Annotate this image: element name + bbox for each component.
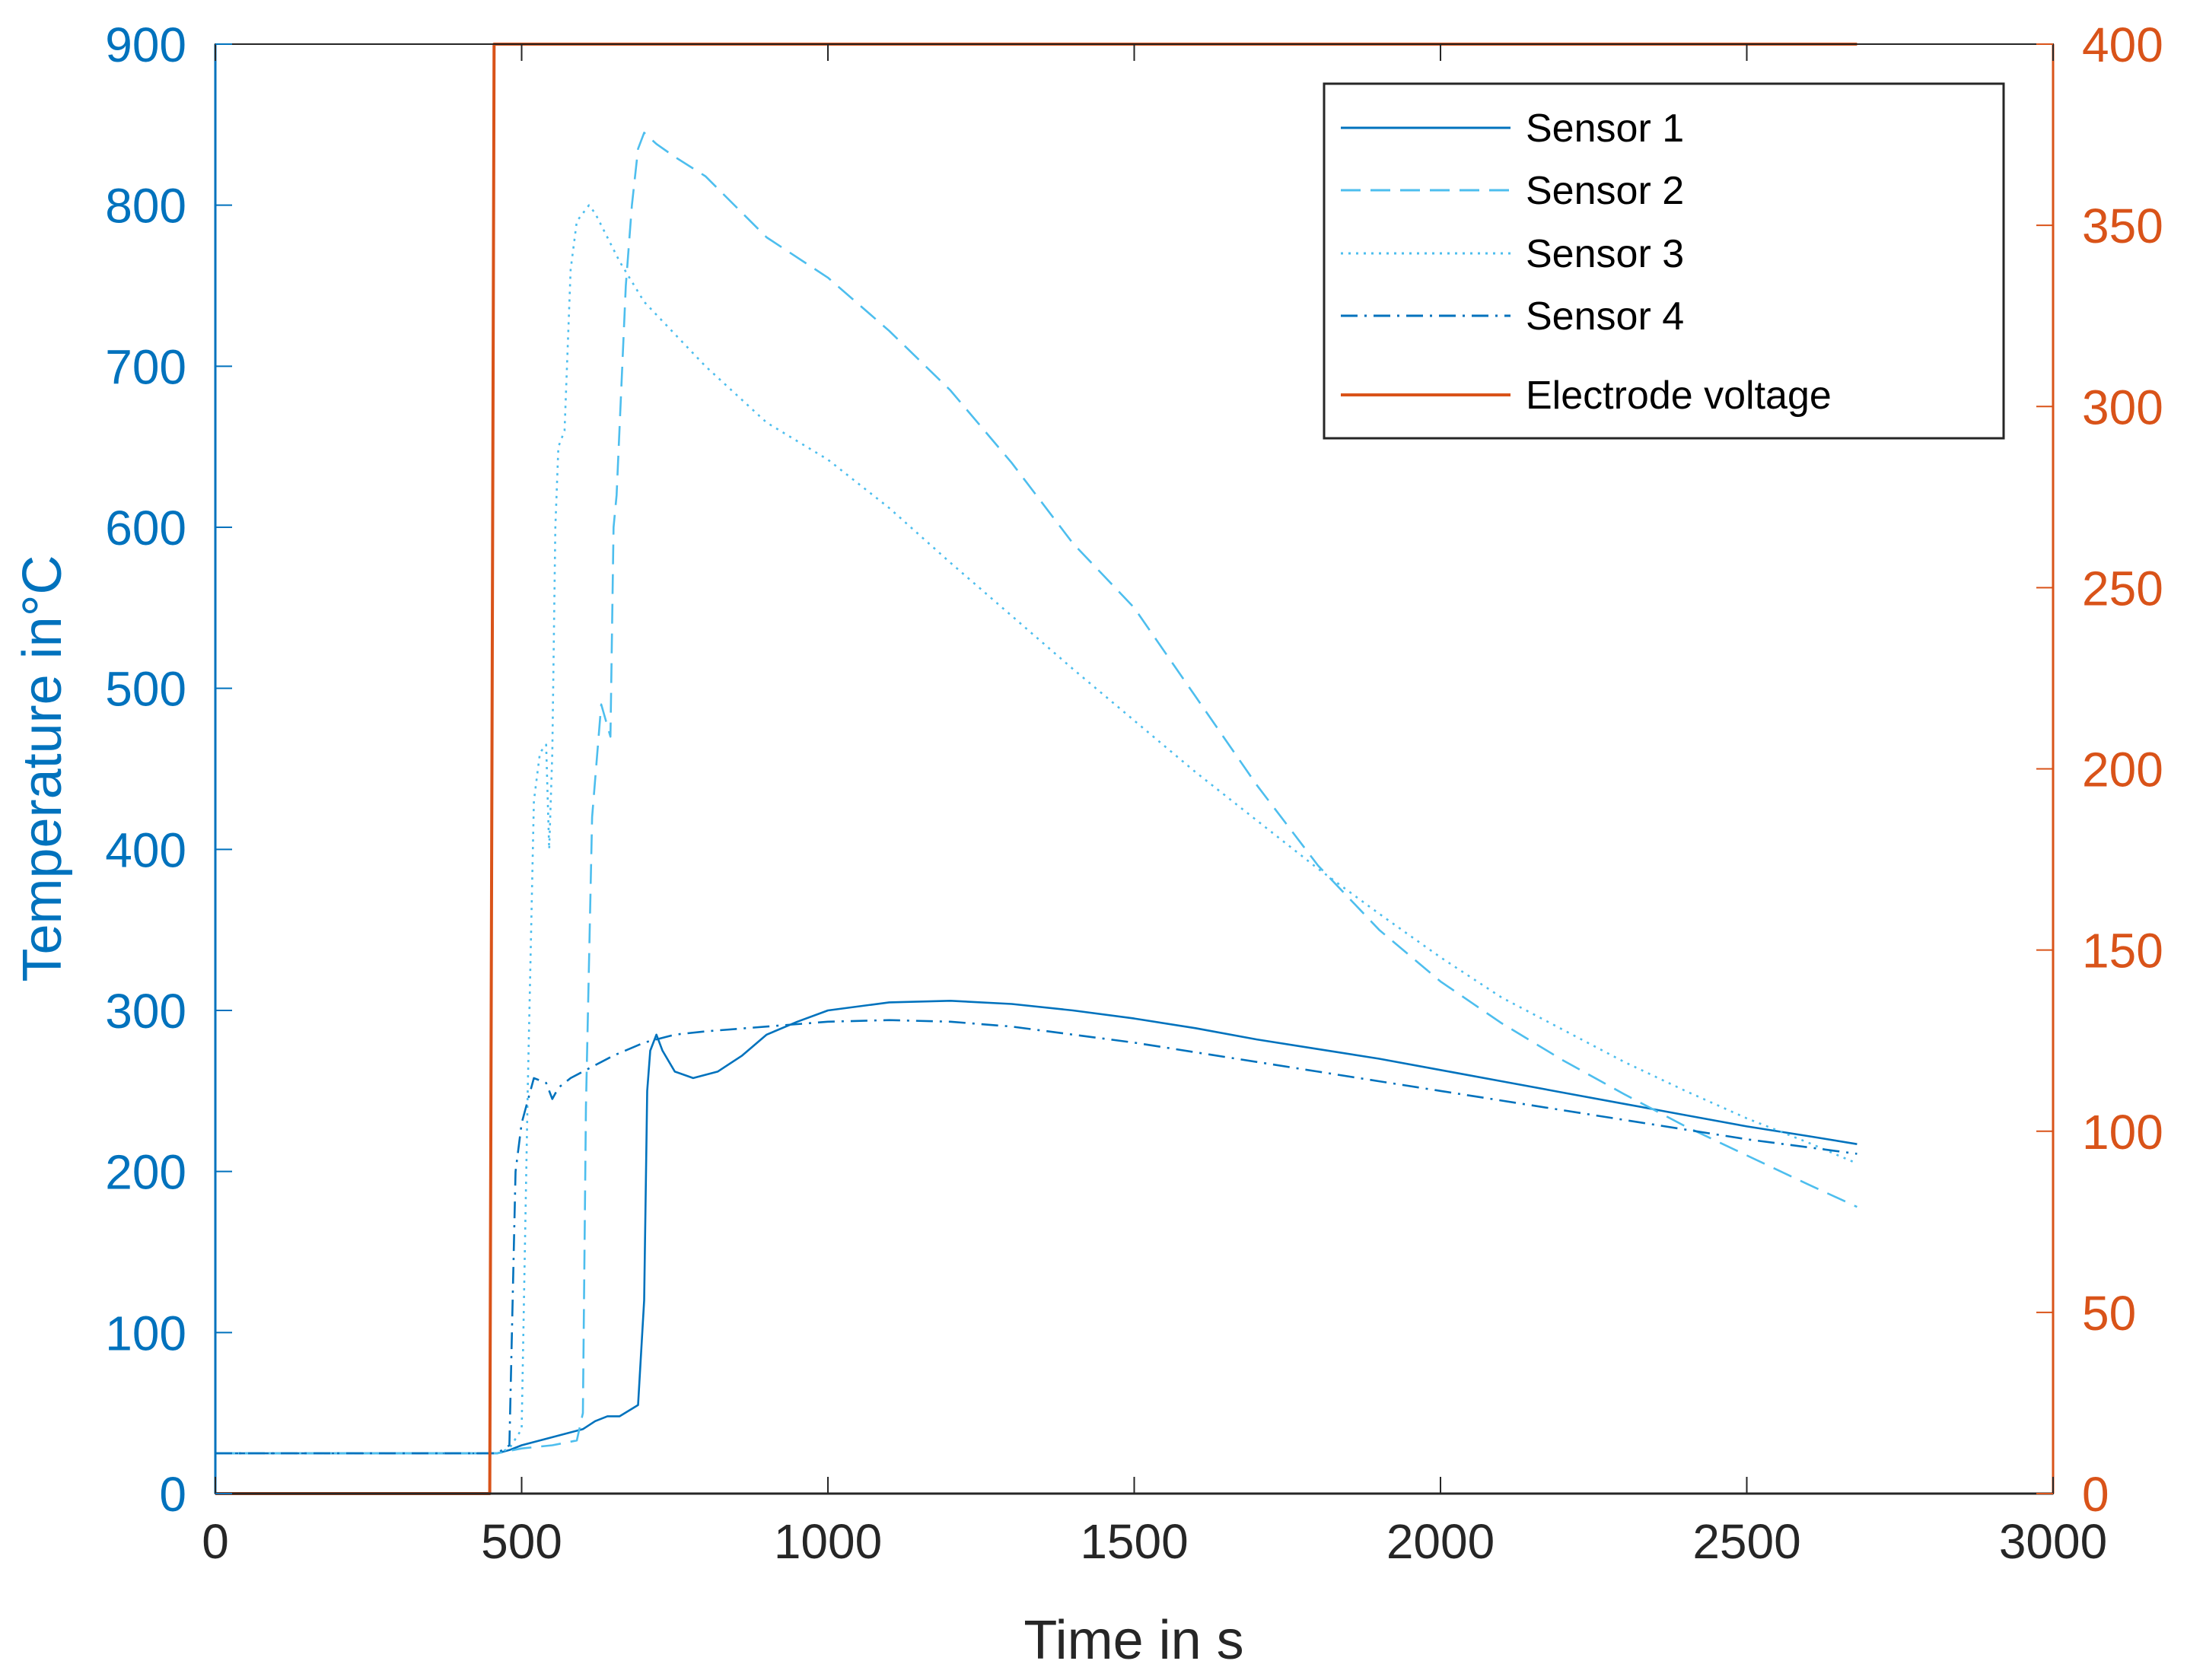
y-right-tick-label: 0 bbox=[2082, 1467, 2109, 1522]
legend-label-sensor-2: Sensor 2 bbox=[1526, 169, 1684, 213]
legend-label-sensor-4: Sensor 4 bbox=[1526, 294, 1684, 339]
x-axis-title: Time in s bbox=[1023, 1610, 1243, 1671]
legend-label-sensor-3: Sensor 3 bbox=[1526, 232, 1684, 276]
y-right-tick-label: 400 bbox=[2082, 18, 2163, 72]
y-right-tick-label: 350 bbox=[2082, 199, 2163, 253]
y-left-tick-label: 800 bbox=[105, 179, 186, 234]
y-right-tick-label: 200 bbox=[2082, 743, 2163, 797]
y-left-tick-label: 100 bbox=[105, 1306, 186, 1360]
axes: 0 500 1000 1500 2000 2500 30000100200300400500… bbox=[105, 18, 2163, 1569]
series-line-sensor-2 bbox=[215, 132, 1858, 1455]
y-right-tick-label: 150 bbox=[2082, 924, 2163, 978]
y-left-tick-label: 900 bbox=[105, 18, 186, 72]
y-left-tick-label: 0 bbox=[159, 1467, 186, 1522]
legend-box bbox=[1323, 82, 2005, 440]
y-left-tick-label: 700 bbox=[105, 339, 186, 394]
legend-label-sensor-1: Sensor 1 bbox=[1526, 107, 1684, 151]
y-right-tick-label: 50 bbox=[2082, 1286, 2136, 1341]
y-axis-left-title: Temperature in°C bbox=[12, 555, 73, 982]
y-left-tick-label: 600 bbox=[105, 501, 186, 555]
x-tick-label: 2500 bbox=[1692, 1514, 1800, 1569]
y-right-tick-label: 250 bbox=[2082, 561, 2163, 616]
series-line-sensor-1 bbox=[215, 1000, 1858, 1455]
legend: Sensor 1 Sensor 2 Sensor 3 Sensor 4 Electrod… bbox=[1323, 82, 2005, 440]
y-left-tick-label: 500 bbox=[105, 662, 186, 717]
x-tick-label: 500 bbox=[481, 1514, 562, 1569]
y-left-tick-label: 400 bbox=[105, 822, 186, 877]
y-left-tick-label: 200 bbox=[105, 1145, 186, 1200]
series-line-sensor-4 bbox=[215, 1019, 1858, 1455]
legend-label-electrode-voltage: Electrode voltage bbox=[1526, 374, 1832, 418]
x-tick-label: 3000 bbox=[1999, 1514, 2107, 1569]
y-left-tick-label: 300 bbox=[105, 984, 186, 1039]
y-right-tick-label: 300 bbox=[2082, 380, 2163, 434]
x-tick-label: 1500 bbox=[1080, 1514, 1188, 1569]
x-tick-label: 0 bbox=[202, 1514, 229, 1569]
x-tick-label: 1000 bbox=[774, 1514, 882, 1569]
x-tick-label: 2000 bbox=[1386, 1514, 1495, 1569]
y-right-tick-label: 100 bbox=[2082, 1105, 2163, 1160]
